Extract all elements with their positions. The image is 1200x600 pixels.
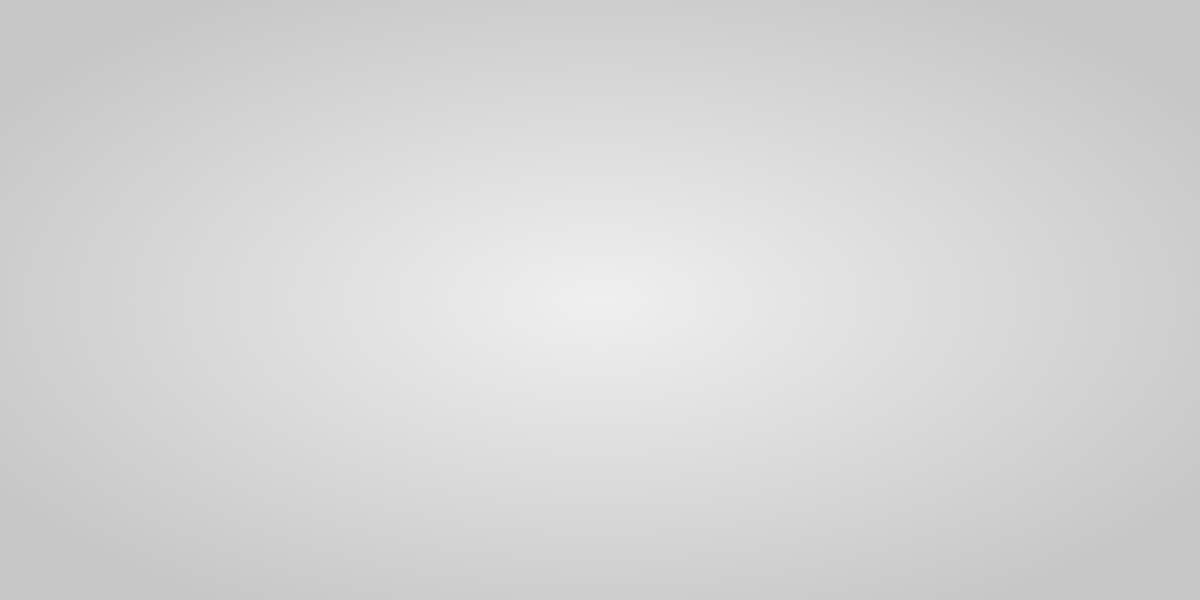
Bar: [571, 298, 630, 467]
Bar: [1049, 382, 1108, 467]
Bar: [211, 437, 270, 467]
Bar: [630, 163, 689, 467]
Bar: [362, 361, 420, 467]
Bar: [781, 340, 840, 467]
Legend: 2023, 2032: 2023, 2032: [608, 48, 822, 82]
Bar: [152, 446, 211, 467]
Bar: [840, 226, 898, 467]
Bar: [990, 424, 1049, 467]
Y-axis label: Market Size in USD Billion: Market Size in USD Billion: [67, 193, 85, 407]
Bar: [420, 281, 479, 467]
Text: Celtic Salt Market, By Regional, 2023 & 2032: Celtic Salt Market, By Regional, 2023 & …: [96, 67, 721, 95]
Text: 0.05: 0.05: [176, 427, 214, 442]
